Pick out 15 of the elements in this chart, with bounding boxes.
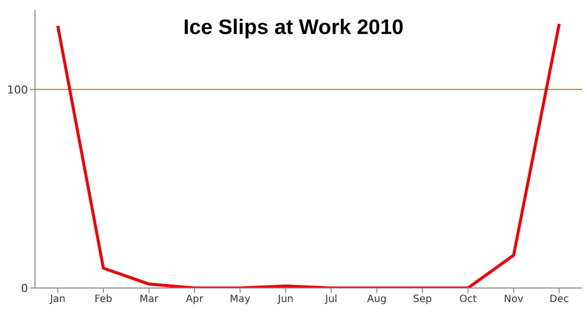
x-tick-label: Aug (367, 294, 387, 306)
x-tick-label: Jan (49, 294, 66, 306)
x-tick-label: Jul (324, 294, 338, 306)
x-tick-label: Oct (459, 294, 477, 306)
x-tick-label: Nov (504, 294, 524, 306)
x-tick-label: Apr (186, 294, 204, 306)
x-tick-label: Mar (140, 294, 160, 306)
y-tick-label: 0 (21, 282, 28, 295)
x-tick-label: Jun (276, 294, 294, 306)
y-tick-label: 100 (7, 83, 28, 96)
x-tick-label: Sep (413, 294, 432, 306)
x-tick-label: Feb (94, 294, 112, 306)
x-tick-label: May (230, 294, 251, 306)
x-tick-label: Dec (550, 294, 569, 306)
chart-title: Ice Slips at Work 2010 (182, 16, 405, 40)
